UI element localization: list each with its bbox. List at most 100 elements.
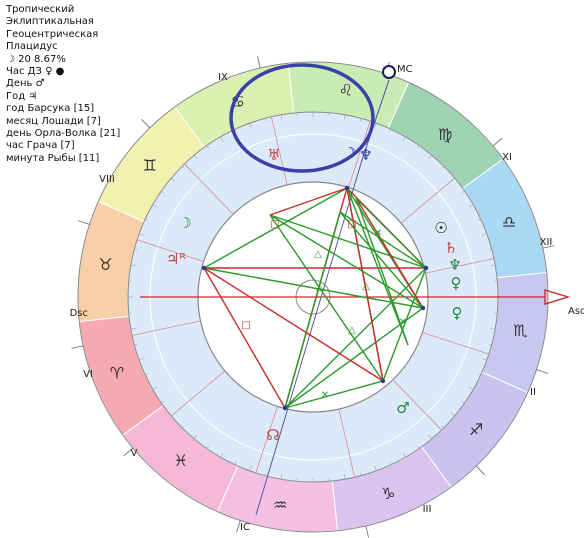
info-line: Тропический (6, 4, 75, 15)
house-numeral: VIII (99, 174, 115, 185)
aspect-line (269, 214, 384, 382)
degree-tick (264, 472, 267, 476)
aspect-line (339, 211, 424, 309)
planet-point (201, 265, 207, 271)
aspect-marker: □ (347, 219, 356, 230)
venus-upper-icon: ♀ (451, 274, 462, 292)
degree-tick (152, 386, 158, 390)
aspect-line (203, 267, 384, 382)
degree-tick (280, 474, 283, 480)
aspect-marker: □ (241, 320, 250, 331)
degree-tick (450, 177, 455, 182)
house-cusp (422, 332, 490, 355)
degree-tick (359, 472, 362, 476)
aspect-line (355, 197, 409, 346)
house-cusp (270, 116, 288, 186)
neptune-icon: ♆ (359, 146, 372, 164)
degree-tick (482, 233, 487, 236)
degree-tick (488, 248, 492, 251)
aspect-line (284, 380, 384, 409)
info-line: минута Рыбы [11] (6, 152, 100, 164)
house-cusp (136, 239, 204, 262)
degree-tick (280, 114, 283, 120)
house-cusp-tick (123, 447, 134, 457)
house-cusp-tick (475, 465, 485, 475)
degree-tick (130, 264, 136, 267)
angle-label-dsc: Dsc (70, 308, 88, 319)
house-cusp (425, 258, 495, 274)
aspect-line (284, 211, 341, 409)
aspect-line (203, 187, 348, 269)
degree-tick (490, 327, 496, 330)
zodiac-sign-icon: ♒ (273, 495, 287, 514)
venus-icon: ♀ (452, 304, 463, 322)
angle-labels: Asc Dsc MC IC (70, 64, 584, 533)
house-numeral: VI (83, 369, 93, 380)
aspect-lines: △ △ △ △ □ □ □ ✕ ✕ ✕ (201, 185, 429, 411)
info-line: месяц Лошади [7] (6, 115, 101, 127)
outer-circle (77, 61, 549, 533)
aspect-line (203, 267, 286, 409)
aspect-marker: ✕ (399, 317, 407, 328)
aspect-marker: △ (348, 325, 356, 336)
angle-label-asc: Asc (568, 306, 584, 317)
degree-tick (181, 165, 185, 169)
aspect-line (203, 267, 424, 309)
house-cusp (348, 120, 371, 188)
degree-tick (206, 445, 209, 449)
degree-tick (139, 358, 144, 361)
aspect-line (382, 267, 427, 382)
house-cusp-tick (71, 345, 84, 349)
neptune-secondary-icon: ♆ (448, 256, 461, 274)
house-cusp (131, 320, 201, 336)
info-line: Год ♃ (6, 90, 38, 102)
house-cusp (392, 379, 442, 431)
degree-tick (417, 445, 420, 449)
aspect-marker: △ (362, 281, 370, 292)
zodiac-sign-icon: ♐ (469, 420, 483, 439)
uranus-icon: ♅ (267, 146, 280, 164)
info-line: день Орла-Волка [21] (6, 128, 121, 140)
degree-tick (402, 452, 406, 458)
info-line: Эклиптикальная (6, 16, 94, 28)
degree-tick (441, 165, 445, 169)
highlight-circle (229, 63, 375, 173)
node-icon: ☊ (266, 426, 279, 444)
aspect-marker: □ (270, 219, 279, 230)
angle-label-ic: IC (240, 522, 250, 533)
info-line: Час ДЗ ♀ ● (6, 66, 65, 78)
chart-info-panel: Тропический Эклиптикальная Геоцентрическая… (6, 4, 120, 165)
degree-tick (490, 264, 496, 267)
degree-tick (220, 452, 224, 458)
degree-tick (468, 204, 474, 208)
degree-tick (450, 412, 455, 417)
house-cusp (184, 163, 234, 215)
info-line: День ♂ (6, 78, 45, 90)
house-cusp-tick (365, 525, 369, 538)
degree-tick (374, 123, 377, 128)
zodiac-sign-icon: ♉ (98, 255, 112, 274)
degree-tick (193, 155, 198, 160)
degree-tick (220, 136, 224, 142)
jupiter-icon: ♃ᴿ (166, 250, 186, 268)
aspect-line (269, 214, 424, 309)
aspect-marker: △ (316, 282, 324, 293)
degree-tick (343, 114, 346, 120)
house-numeral: III (423, 504, 432, 515)
planet-point (423, 265, 429, 271)
aspect-line (284, 267, 427, 409)
degree-tick (134, 248, 138, 251)
degree-tick (161, 401, 165, 404)
info-line: год Барсука [15] (6, 103, 95, 115)
moon-secondary-icon: ☽ (178, 214, 191, 232)
house-cusp-tick (236, 520, 241, 533)
aspect-marker: △ (314, 249, 322, 260)
degree-tick (389, 461, 392, 465)
house-numeral: V (131, 448, 138, 459)
highlight-ellipse (229, 63, 375, 173)
degree-tick (145, 218, 149, 221)
degree-tick (389, 129, 392, 133)
degree-tick (477, 218, 481, 221)
aspect-marker: ✕ (321, 390, 329, 401)
house-cusp-tick (77, 220, 90, 225)
